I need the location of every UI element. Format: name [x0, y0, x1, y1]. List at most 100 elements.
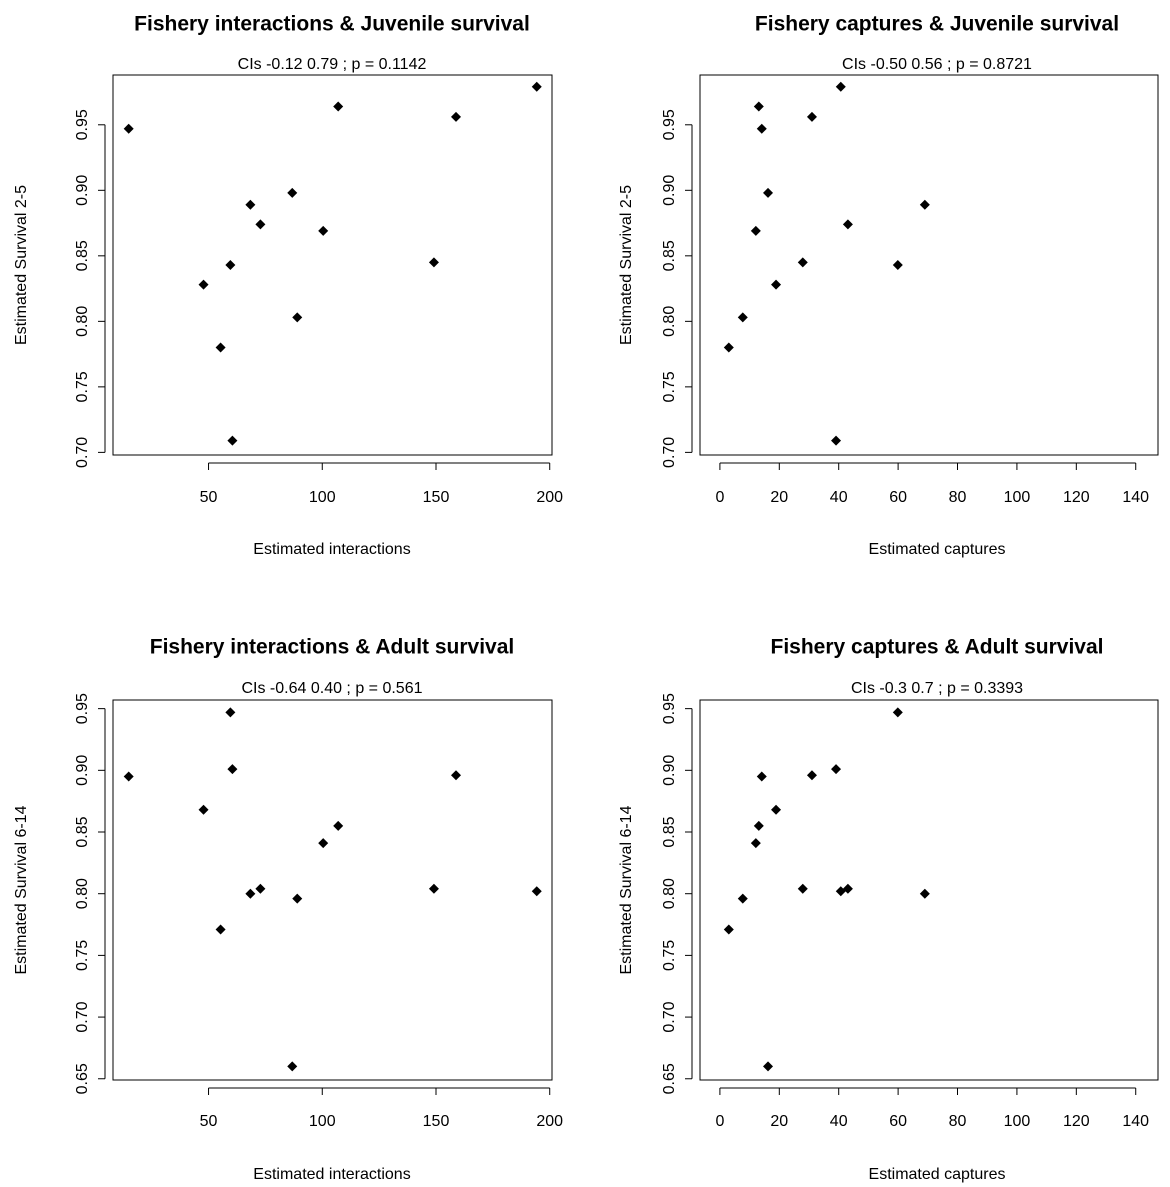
point [806, 770, 817, 781]
point [292, 312, 303, 323]
point [245, 888, 256, 899]
x-tick-label: 80 [949, 489, 967, 506]
point [227, 764, 238, 775]
point [763, 1061, 774, 1072]
point [292, 893, 303, 904]
point [831, 764, 842, 775]
point [750, 838, 761, 849]
point [318, 838, 329, 849]
x-tick-label: 120 [1063, 1113, 1090, 1130]
x-tick-label: 140 [1122, 489, 1149, 506]
point [123, 123, 134, 134]
y-tick-label: 0.95 [74, 109, 91, 140]
y-tick-label: 0.75 [74, 371, 91, 402]
y-tick-label: 0.95 [661, 109, 678, 140]
x-tick-label: 40 [830, 489, 848, 506]
point [892, 260, 903, 270]
point [771, 804, 782, 815]
y-tick-label: 0.85 [74, 240, 91, 271]
point [451, 111, 462, 122]
point [756, 771, 767, 782]
y-tick-label: 0.75 [661, 940, 678, 971]
y-axis-label: Estimated Survival 2-5 [618, 185, 635, 345]
x-tick-label: 50 [200, 1113, 218, 1130]
point [198, 279, 209, 290]
x-tick-label: 60 [889, 489, 907, 506]
y-tick-label: 0.70 [661, 1001, 678, 1032]
subtitle: CIs -0.3 0.7 ; p = 0.3393 [851, 680, 1023, 697]
point [287, 1061, 298, 1072]
x-tick-label: 20 [770, 1113, 788, 1130]
point [318, 225, 329, 236]
chart-title: Fishery interactions & Juvenile survival [134, 13, 530, 36]
point [245, 199, 256, 210]
y-tick-label: 0.80 [74, 878, 91, 909]
point [333, 101, 344, 112]
point [763, 187, 774, 198]
x-tick-label: 150 [423, 1113, 450, 1130]
x-axis-label: Estimated captures [869, 541, 1006, 558]
point [919, 199, 930, 210]
x-tick-label: 0 [715, 1113, 724, 1130]
chart-title: Fishery captures & Juvenile survival [755, 13, 1119, 36]
plot-box [699, 699, 1159, 1081]
point [723, 342, 734, 353]
x-tick-label: 200 [536, 1113, 563, 1130]
y-tick-label: 0.80 [661, 878, 678, 909]
y-axis-label: Estimated Survival 6-14 [13, 805, 30, 974]
y-tick-label: 0.80 [661, 306, 678, 337]
x-tick-label: 100 [1004, 1113, 1031, 1130]
x-tick-label: 120 [1063, 489, 1090, 506]
x-tick-label: 20 [770, 489, 788, 506]
point [215, 342, 226, 353]
point [753, 101, 764, 112]
point [919, 888, 930, 899]
subtitle: CIs -0.12 0.79 ; p = 0.1142 [238, 56, 427, 73]
x-tick-label: 0 [715, 489, 724, 506]
y-axis-label: Estimated Survival 2-5 [13, 185, 30, 345]
y-tick-label: 0.85 [661, 240, 678, 271]
point [333, 820, 344, 831]
y-axis-label: Estimated Survival 6-14 [618, 805, 635, 974]
x-axis-label: Estimated interactions [253, 1166, 410, 1183]
plot-box [699, 74, 1159, 456]
subtitle: CIs -0.64 0.40 ; p = 0.561 [241, 680, 422, 697]
x-tick-label: 80 [949, 1113, 967, 1130]
point [255, 883, 266, 894]
point [215, 924, 226, 935]
x-tick-label: 100 [1004, 489, 1031, 506]
y-tick-label: 0.90 [661, 755, 678, 786]
subtitle: CIs -0.50 0.56 ; p = 0.8721 [842, 56, 1032, 73]
point [723, 924, 734, 935]
point [227, 435, 238, 446]
point [225, 260, 236, 270]
y-tick-label: 0.85 [661, 816, 678, 847]
x-tick-label: 40 [830, 1113, 848, 1130]
chart-title: Fishery interactions & Adult survival [150, 636, 515, 659]
point [771, 279, 782, 290]
y-tick-label: 0.70 [74, 437, 91, 468]
y-tick-label: 0.80 [74, 306, 91, 337]
plot-box [112, 74, 553, 456]
y-tick-label: 0.90 [74, 755, 91, 786]
x-tick-label: 100 [309, 489, 336, 506]
point [123, 771, 134, 782]
x-tick-label: 200 [536, 489, 563, 506]
plot-box [112, 699, 553, 1081]
point [753, 820, 764, 831]
point [428, 257, 439, 268]
y-tick-label: 0.70 [661, 437, 678, 468]
x-axis-label: Estimated interactions [253, 541, 410, 558]
point [428, 883, 439, 894]
y-tick-label: 0.90 [74, 175, 91, 206]
y-tick-label: 0.95 [661, 693, 678, 724]
point [531, 886, 542, 897]
point [750, 225, 761, 236]
x-tick-label: 50 [200, 489, 218, 506]
point [892, 707, 903, 718]
y-tick-label: 0.85 [74, 816, 91, 847]
y-tick-label: 0.65 [661, 1063, 678, 1094]
y-tick-label: 0.75 [661, 371, 678, 402]
point [842, 219, 853, 230]
